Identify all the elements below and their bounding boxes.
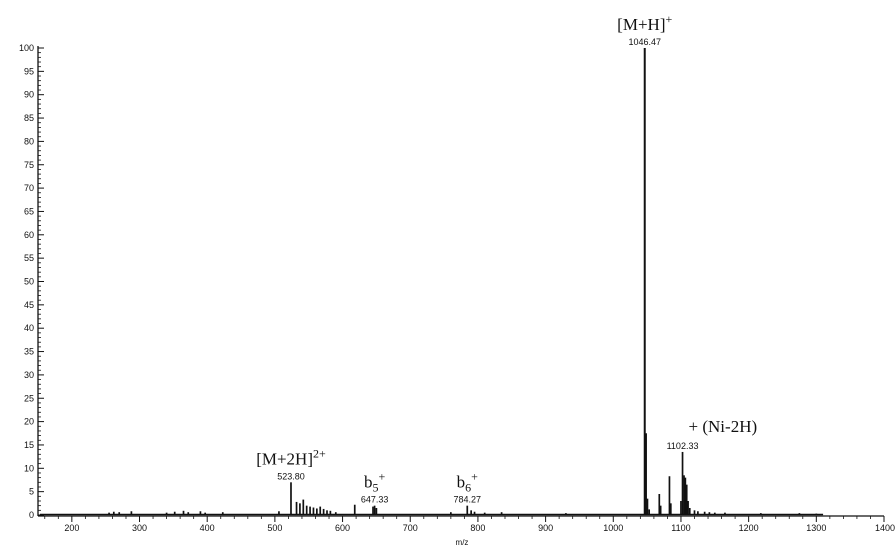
- y-tick-label: 100: [19, 43, 34, 53]
- y-tick-label: 25: [24, 393, 34, 403]
- y-tick-label: 55: [24, 253, 34, 263]
- peak-mz-label: 1046.47: [628, 37, 661, 47]
- x-tick-label: 1200: [739, 523, 759, 533]
- y-axis: 0 5 10 15 20 25 30 35 40 45 50 55 60 65 70 75 80 85 90 95 10…: [19, 43, 44, 520]
- y-tick-label: 50: [24, 277, 34, 287]
- peak-mz-label: 1102.33: [667, 441, 699, 451]
- x-tick-label: 400: [200, 523, 215, 533]
- x-tick-label: 700: [403, 523, 418, 533]
- peak-mz-label: 647.33: [361, 495, 389, 505]
- x-tick-label: 1000: [603, 523, 623, 533]
- ion-annotation: [M+H]+: [617, 12, 672, 34]
- y-tick-label: 95: [24, 66, 34, 76]
- peak-labels: 523.80 647.33 784.27 1046.47 1102.33: [277, 37, 698, 505]
- x-tick-label: 1100: [671, 523, 690, 533]
- x-tick-label: 1400: [875, 523, 895, 533]
- x-tick-label: 900: [538, 523, 553, 533]
- y-tick-label: 85: [24, 113, 34, 123]
- y-tick-label: 10: [24, 463, 34, 473]
- y-tick-label: 65: [24, 206, 34, 216]
- peak-mz-label: 523.80: [277, 471, 305, 481]
- x-tick-label: 1300: [806, 523, 826, 533]
- y-tick-label: 90: [24, 90, 34, 100]
- y-tick-label: 80: [24, 136, 34, 146]
- ion-annotations: [M+H]+ [M+2H]2+ b5+ b6+ + (Ni-2H): [256, 12, 757, 495]
- y-tick-label: 20: [24, 417, 34, 427]
- y-tick-label: 30: [24, 370, 34, 380]
- x-tick-label: 300: [132, 523, 147, 533]
- y-tick-label: 70: [24, 183, 34, 193]
- y-tick-label: 35: [24, 347, 34, 357]
- ion-annotation: b5+: [364, 470, 386, 495]
- y-tick-label: 0: [29, 510, 34, 520]
- ion-annotation: + (Ni-2H): [689, 417, 758, 436]
- x-axis: 200 300 400 500 600 700 800 900 1000 1100 1200 1300…: [38, 515, 895, 533]
- ion-annotation: [M+2H]2+: [256, 446, 326, 468]
- y-tick-label: 45: [24, 300, 34, 310]
- peak-series: [40, 48, 824, 516]
- y-tick-label: 5: [29, 487, 34, 497]
- x-axis-title: m/z: [456, 538, 469, 547]
- x-tick-label: 200: [64, 523, 79, 533]
- y-tick-label: 60: [24, 230, 34, 240]
- y-tick-label: 40: [24, 323, 34, 333]
- x-tick-label: 800: [470, 523, 485, 533]
- peak-mz-label: 784.27: [454, 495, 482, 505]
- y-tick-label: 75: [24, 160, 34, 170]
- y-tick-label: 15: [24, 440, 34, 450]
- x-tick-label: 600: [335, 523, 350, 533]
- ion-annotation: b6+: [457, 470, 479, 495]
- x-tick-label: 500: [267, 523, 282, 533]
